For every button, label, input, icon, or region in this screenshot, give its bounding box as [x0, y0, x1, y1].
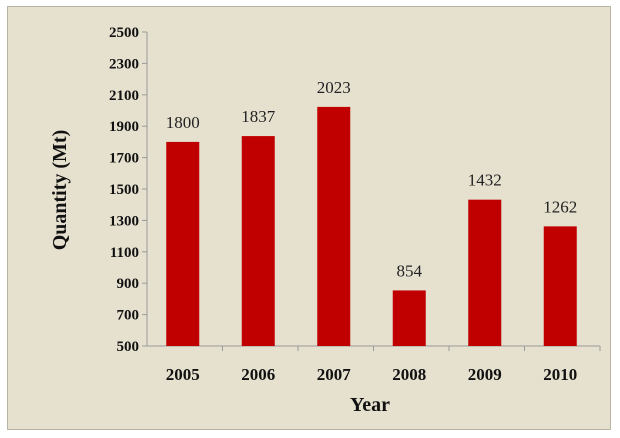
y-tick-label: 1500 — [109, 182, 139, 198]
bar-2007 — [317, 106, 351, 346]
bar-2008 — [392, 290, 426, 346]
bars: 1800 1837 2023 854 1432 1262 — [166, 78, 577, 346]
x-tick-label-2007: 2007 — [317, 365, 352, 384]
y-tick-label: 1300 — [109, 213, 139, 229]
bar-2006 — [241, 136, 275, 346]
chart-area — [7, 6, 611, 430]
y-axis: 500 700 900 1100 1300 1500 1700 1900 2100 2300 250… — [109, 25, 148, 355]
x-tick-label-2005: 2005 — [166, 365, 200, 384]
y-tick-label: 2300 — [109, 56, 139, 72]
y-axis-title: Quantity (Mt) — [49, 130, 71, 251]
x-axis: 2005 2006 2007 2008 2009 2010 — [147, 345, 601, 384]
chart-background — [8, 7, 610, 429]
bar-2009 — [468, 199, 502, 346]
y-tick-label: 2500 — [109, 25, 139, 41]
y-tick-label: 1700 — [109, 151, 139, 167]
data-label-2008: 854 — [397, 261, 423, 280]
y-tick-label: 700 — [117, 308, 140, 324]
y-tick-label: 2100 — [109, 88, 139, 104]
data-label-2005: 1800 — [166, 113, 200, 132]
x-tick-label-2009: 2009 — [468, 365, 502, 384]
x-tick-label-2006: 2006 — [241, 365, 275, 384]
y-tick-label: 500 — [117, 339, 140, 355]
bar-2005 — [166, 141, 200, 346]
data-label-2010: 1262 — [543, 197, 577, 216]
bar-2010 — [543, 226, 577, 346]
x-tick-label-2008: 2008 — [392, 365, 426, 384]
y-tick-label: 1900 — [109, 119, 139, 135]
data-label-2006: 1837 — [241, 107, 276, 126]
y-tick-label: 1100 — [110, 245, 139, 261]
y-tick-label: 900 — [117, 276, 140, 292]
x-axis-title: Year — [350, 394, 390, 416]
data-label-2007: 2023 — [317, 78, 351, 97]
data-label-2009: 1432 — [468, 171, 502, 190]
x-tick-label-2010: 2010 — [543, 365, 577, 384]
